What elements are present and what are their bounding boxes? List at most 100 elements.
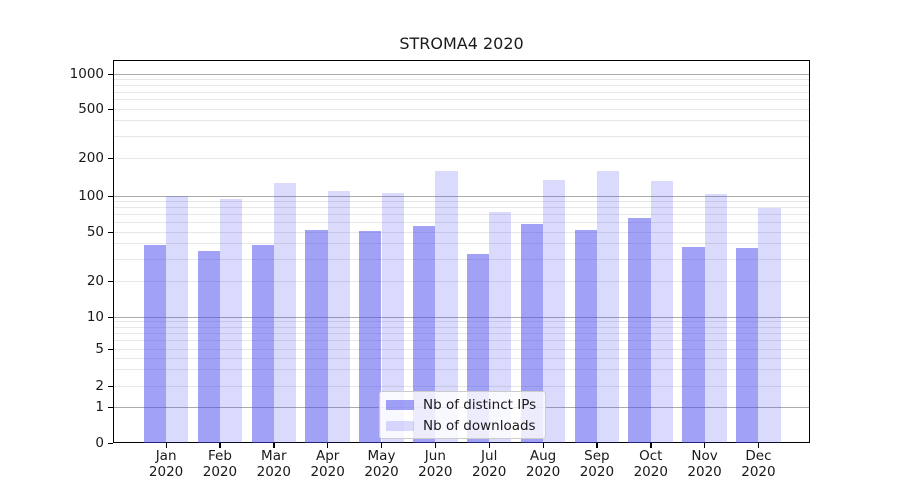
y-gridline-minor <box>114 214 809 216</box>
y-tick-mark <box>108 442 113 444</box>
y-tick-mark <box>108 231 113 233</box>
y-gridline-minor <box>114 369 809 371</box>
y-gridline-minor <box>114 332 809 334</box>
y-gridline-major <box>114 73 809 75</box>
x-tick-label: Jun 2020 <box>418 448 453 480</box>
y-gridline-minor <box>114 222 809 224</box>
bar-distinct-ips-mar <box>251 245 274 443</box>
y-gridline-minor <box>114 231 809 233</box>
y-tick-label: 20 <box>86 273 104 289</box>
y-gridline-minor <box>114 326 809 328</box>
bar-distinct-ips-dec <box>736 248 759 443</box>
bar-downloads-feb <box>219 198 243 443</box>
y-gridline-minor <box>114 243 809 245</box>
bar-distinct-ips-apr <box>305 229 328 443</box>
bar-distinct-ips-may <box>359 230 382 443</box>
y-tick-mark <box>108 406 113 408</box>
bar-distinct-ips-feb <box>197 251 220 443</box>
x-tick-label: Aug 2020 <box>525 448 561 480</box>
y-tick-label: 100 <box>78 188 104 204</box>
y-gridline-minor <box>114 91 809 93</box>
bar-downloads-oct <box>650 180 674 443</box>
y-gridline-minor <box>114 385 809 387</box>
y-tick-mark <box>108 108 113 110</box>
y-tick-label: 500 <box>78 101 104 117</box>
y-gridline-minor <box>114 258 809 260</box>
bar-downloads-sep <box>596 170 620 443</box>
x-tick-mark <box>704 443 706 448</box>
x-tick-label: Jul 2020 <box>472 448 507 480</box>
bar-downloads-jan <box>166 196 189 443</box>
bar-downloads-nov <box>704 194 727 443</box>
bar-distinct-ips-jun <box>413 226 436 443</box>
x-tick-label: Sep 2020 <box>579 448 615 480</box>
y-tick-label: 10 <box>86 309 104 325</box>
y-gridline-minor <box>114 78 809 80</box>
y-gridline-minor <box>114 340 809 342</box>
bar-distinct-ips-aug <box>520 224 544 443</box>
y-gridline-major <box>114 195 809 197</box>
y-tick-label: 50 <box>86 224 104 240</box>
y-tick-mark <box>108 280 113 282</box>
bar-distinct-ips-sep <box>574 229 597 443</box>
y-tick-mark <box>108 348 113 350</box>
legend-swatch-distinct-ips <box>386 399 414 410</box>
y-tick-label: 1 <box>95 399 104 415</box>
x-tick-mark <box>757 443 760 448</box>
y-tick-mark <box>108 195 113 197</box>
x-tick-label: Oct 2020 <box>633 448 668 480</box>
y-tick-mark <box>108 316 113 318</box>
x-tick-mark <box>273 443 275 448</box>
y-tick-mark <box>108 157 113 159</box>
x-tick-mark <box>488 443 490 448</box>
legend: Nb of distinct IPs Nb of downloads <box>379 391 546 439</box>
bar-downloads-apr <box>327 190 350 443</box>
x-tick-mark <box>327 443 329 448</box>
x-tick-mark <box>165 443 167 448</box>
plot-area <box>113 60 810 443</box>
y-tick-label: 2 <box>95 378 104 394</box>
legend-label-downloads: Nb of downloads <box>423 417 536 434</box>
y-tick-label: 0 <box>95 435 104 451</box>
y-gridline-minor <box>114 321 809 323</box>
x-tick-mark <box>542 443 544 448</box>
y-gridline-major <box>114 316 809 318</box>
y-tick-label: 1000 <box>69 66 104 82</box>
y-gridline-minor <box>114 108 809 110</box>
y-gridline-minor <box>114 348 809 350</box>
bar-downloads-mar <box>273 182 297 443</box>
y-gridline-minor <box>114 200 809 202</box>
bar-distinct-ips-nov <box>682 246 705 443</box>
bar-distinct-ips-jan <box>143 245 167 443</box>
x-tick-mark <box>381 443 383 448</box>
y-tick-label: 5 <box>95 341 104 357</box>
x-tick-label: Feb 2020 <box>202 448 238 480</box>
y-gridline-minor <box>114 84 809 86</box>
bar-downloads-jun <box>435 170 458 443</box>
x-tick-mark <box>596 443 598 448</box>
x-tick-label: May 2020 <box>364 448 399 480</box>
bar-downloads-jul <box>489 211 512 443</box>
x-tick-mark <box>650 443 652 448</box>
y-gridline-minor <box>114 120 809 122</box>
y-tick-mark <box>108 73 113 75</box>
x-tick-label: Nov 2020 <box>687 448 722 480</box>
x-tick-mark <box>219 443 221 448</box>
y-gridline-minor <box>114 99 809 101</box>
legend-row-distinct-ips: Nb of distinct IPs <box>380 396 545 414</box>
legend-swatch-downloads <box>386 420 414 431</box>
legend-label-distinct-ips: Nb of distinct IPs <box>423 396 537 413</box>
x-tick-label: Apr 2020 <box>310 448 345 480</box>
legend-row-downloads: Nb of downloads <box>380 417 545 435</box>
y-gridline-minor <box>114 157 809 159</box>
y-tick-mark <box>108 385 113 387</box>
y-gridline-minor <box>114 280 809 282</box>
bar-downloads-aug <box>543 180 566 443</box>
y-gridline-minor <box>114 207 809 209</box>
y-tick-label: 200 <box>78 150 104 166</box>
plot-title: STROMA4 2020 <box>399 34 524 53</box>
x-tick-label: Dec 2020 <box>741 448 776 480</box>
x-tick-label: Jan 2020 <box>148 448 184 480</box>
x-tick-mark <box>434 443 437 448</box>
